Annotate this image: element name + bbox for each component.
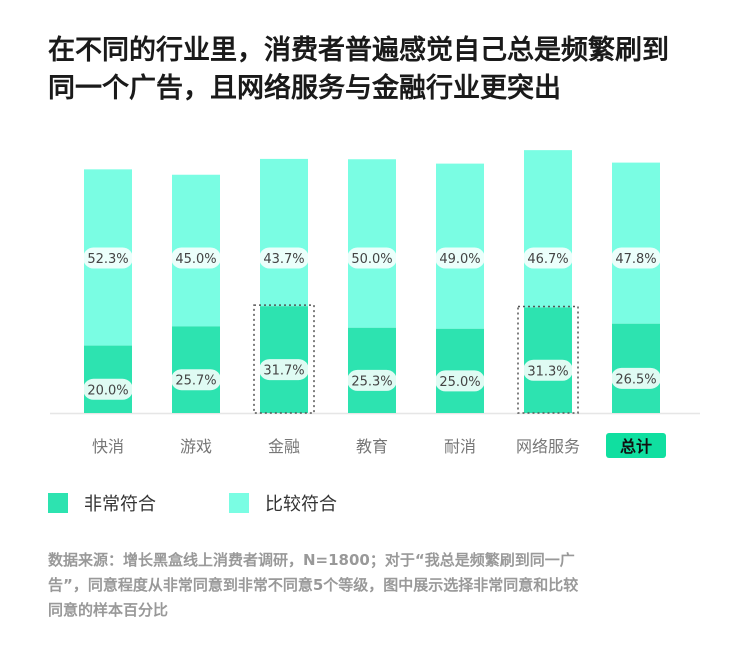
source-line-2: 告”，同意程度从非常同意到非常不同意5个等级，图中展示选择非常同意和比较 [48,576,579,594]
stacked-bar-chart: 20.0% 52.3% 快消 25.7% 45.0% 游戏 31.7% 43.7% 金融 25.3… [50,150,700,458]
legend-swatch-very-agree [48,493,68,513]
data-source-note: 数据来源：增长黑盒线上消费者调研，N=1800；对于“我总是频繁刷到同一广 告”… [48,548,708,623]
data-label-somewhat-agree-5-bg [523,247,573,269]
x-tick-label-0: 快消 [92,437,124,456]
category-emphasis-bg-6 [606,433,666,458]
x-tick-label-3: 教育 [356,437,388,456]
data-label-very-agree-0-bg [83,378,133,400]
data-label-very-agree-2-bg [259,359,309,381]
legend-item-somewhat-agree: 比较符合 [229,490,337,516]
legend-item-very-agree: 非常符合 [48,490,156,516]
title-line-2: 同一个广告，且网络服务与金融行业更突出 [48,73,561,104]
data-label-very-agree-6: 26.5% [615,372,656,387]
x-tick-label-1: 游戏 [180,437,212,456]
data-label-very-agree-5-bg [523,359,573,381]
data-label-somewhat-agree-5: 46.7% [527,252,568,267]
bar-somewhat-agree-5 [524,150,572,308]
data-label-somewhat-agree-0-bg [83,247,133,269]
bar-somewhat-agree-2 [260,158,308,307]
legend-label-somewhat-agree: 比较符合 [265,494,337,515]
highlight-box-2 [253,304,315,414]
data-label-somewhat-agree-0: 52.3% [87,252,128,267]
data-label-somewhat-agree-1-bg [171,247,221,269]
data-label-very-agree-1: 25.7% [175,374,216,389]
data-label-very-agree-5: 31.3% [527,364,568,379]
x-tick-label-4: 耐消 [444,437,476,456]
data-label-very-agree-4: 25.0% [439,375,480,390]
data-label-somewhat-agree-4-bg [435,247,485,269]
bar-somewhat-agree-6 [612,162,660,324]
data-label-very-agree-3: 25.3% [351,374,392,389]
x-tick-label-2: 金融 [268,437,300,456]
data-label-somewhat-agree-3: 50.0% [351,252,392,267]
data-label-somewhat-agree-2: 43.7% [263,252,304,267]
chart-title: 在不同的行业里，消费者普遍感觉自己总是频繁刷到 同一个广告，且网络服务与金融行业… [48,32,718,108]
data-label-somewhat-agree-2-bg [259,247,309,269]
data-label-very-agree-1-bg [171,369,221,391]
data-label-somewhat-agree-1: 45.0% [175,252,216,267]
data-label-somewhat-agree-4: 49.0% [439,252,480,267]
data-label-very-agree-0: 20.0% [87,383,128,398]
data-label-very-agree-4-bg [435,370,485,392]
data-label-very-agree-6-bg [611,367,661,389]
x-tick-label-5: 网络服务 [516,437,580,456]
source-line-3: 同意的样本百分比 [48,601,169,619]
bar-somewhat-agree-4 [436,163,484,329]
data-label-somewhat-agree-6: 47.8% [615,252,656,267]
highlight-box-5 [517,305,579,414]
source-line-1: 数据来源：增长黑盒线上消费者调研，N=1800；对于“我总是频繁刷到同一广 [48,551,575,569]
legend-label-very-agree: 非常符合 [84,494,156,515]
x-tick-label-6: 总计 [620,437,652,456]
data-label-very-agree-3-bg [347,369,397,391]
title-line-1: 在不同的行业里，消费者普遍感觉自己总是频繁刷到 [48,35,669,66]
bar-somewhat-agree-3 [348,159,396,328]
data-label-very-agree-2: 31.7% [263,364,304,379]
data-label-somewhat-agree-6-bg [611,247,661,269]
legend-swatch-somewhat-agree [229,493,249,513]
data-label-somewhat-agree-3-bg [347,247,397,269]
